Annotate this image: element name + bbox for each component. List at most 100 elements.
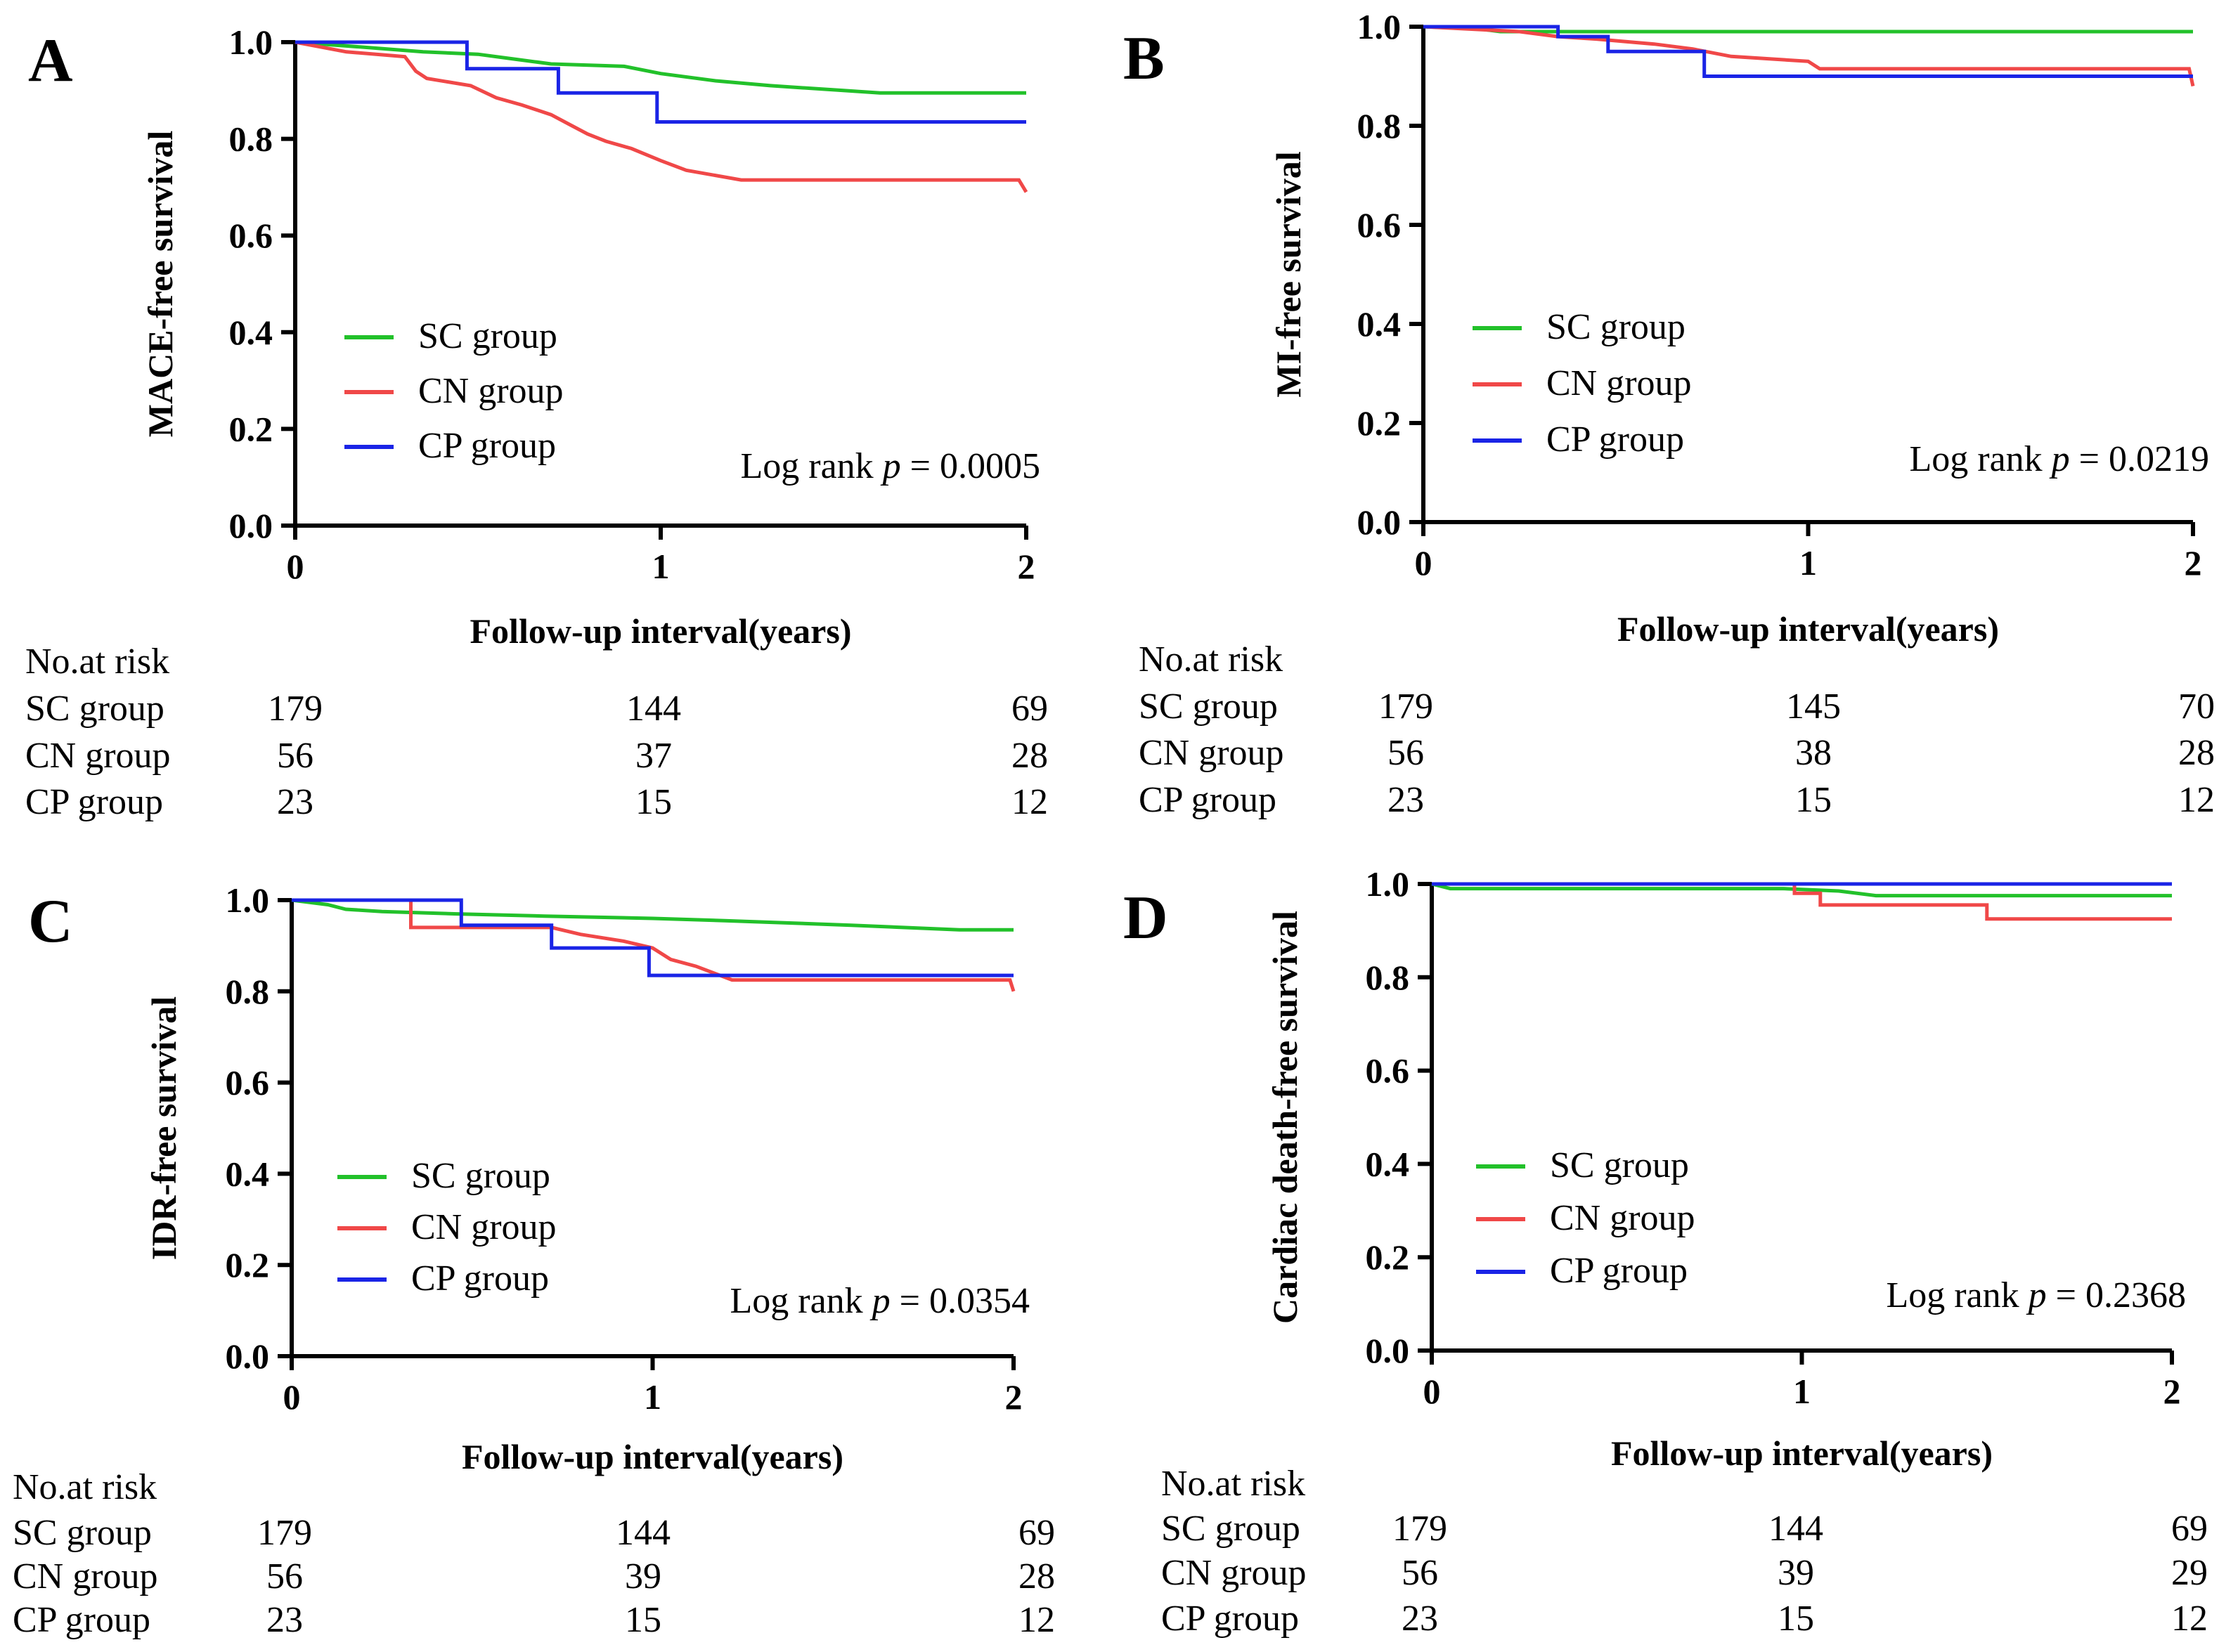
series-line-sc bbox=[291, 898, 1014, 932]
y-axis-label: IDR-free survival bbox=[144, 996, 183, 1260]
y-tick-label: 1.0 bbox=[229, 22, 273, 62]
y-tick-label: 0.4 bbox=[1357, 304, 1402, 344]
legend-label-cp: CP group bbox=[1550, 1251, 1688, 1291]
risk-row-value: 56 bbox=[277, 736, 313, 776]
logrank-prefix: Log rank bbox=[730, 1281, 872, 1321]
logrank-p: p bbox=[869, 1281, 891, 1321]
series-line-cn bbox=[1423, 25, 2195, 87]
y-tick-label: 0.8 bbox=[1366, 958, 1410, 997]
risk-row-group: CP group bbox=[13, 1600, 150, 1640]
risk-row-group: SC group bbox=[1161, 1509, 1300, 1549]
legend-label-cn: CN group bbox=[1550, 1198, 1695, 1238]
legend-label-sc: SC group bbox=[1546, 307, 1686, 347]
risk-row-value: 179 bbox=[1378, 687, 1433, 727]
series-line-cn bbox=[292, 898, 1016, 992]
x-axis-label: Follow-up interval(years) bbox=[1611, 1433, 1993, 1473]
risk-row-value: 179 bbox=[268, 689, 323, 729]
legend-label-sc: SC group bbox=[1550, 1145, 1689, 1185]
y-tick-label: 1.0 bbox=[226, 880, 270, 920]
legend-label-cn: CN group bbox=[418, 371, 564, 411]
risk-table-header: No.at risk bbox=[13, 1467, 157, 1507]
series-line-sc bbox=[1431, 882, 2172, 898]
risk-row-group: SC group bbox=[25, 689, 164, 729]
logrank-value: = 0.2368 bbox=[2047, 1275, 2186, 1315]
x-tick-label: 1 bbox=[652, 547, 670, 586]
x-tick-label: 2 bbox=[2163, 1372, 2181, 1411]
legend-label-cn: CN group bbox=[1546, 363, 1692, 403]
series-line-cp bbox=[1423, 25, 2193, 78]
logrank-p: p bbox=[880, 446, 901, 486]
y-tick-label: 0.6 bbox=[229, 216, 273, 255]
risk-row-value: 144 bbox=[626, 689, 681, 729]
y-tick-label: 0.2 bbox=[226, 1245, 270, 1284]
risk-table-header: No.at risk bbox=[25, 642, 169, 682]
y-tick-label: 1.0 bbox=[1357, 7, 1402, 46]
y-tick-label: 0.2 bbox=[1366, 1237, 1410, 1277]
panel-letter: C bbox=[28, 887, 73, 956]
y-tick-label: 0.0 bbox=[1366, 1331, 1410, 1370]
risk-row-value: 12 bbox=[2178, 780, 2215, 820]
logrank-value: = 0.0219 bbox=[2070, 439, 2209, 479]
risk-row-group: CN group bbox=[1161, 1553, 1307, 1593]
logrank-prefix: Log rank bbox=[1887, 1275, 2029, 1315]
risk-row-value: 12 bbox=[1018, 1600, 1055, 1640]
risk-row-value: 37 bbox=[635, 736, 672, 776]
risk-row-value: 179 bbox=[1392, 1509, 1447, 1549]
risk-row-value: 12 bbox=[2171, 1599, 2208, 1639]
risk-row-value: 69 bbox=[2171, 1509, 2208, 1549]
risk-row-value: 23 bbox=[1402, 1599, 1438, 1639]
risk-row-value: 23 bbox=[277, 782, 313, 822]
y-tick-label: 0.0 bbox=[1357, 502, 1402, 542]
y-tick-label: 0.8 bbox=[229, 119, 273, 159]
logrank-p: p bbox=[2049, 439, 2070, 479]
x-tick-label: 2 bbox=[1005, 1377, 1023, 1417]
risk-row-value: 15 bbox=[625, 1600, 661, 1640]
x-axis-label: Follow-up interval(years) bbox=[1617, 609, 1999, 649]
risk-row-value: 179 bbox=[257, 1513, 312, 1553]
panel-letter: D bbox=[1123, 884, 1168, 952]
y-tick-label: 0.2 bbox=[1357, 403, 1402, 443]
risk-row-value: 69 bbox=[1018, 1513, 1055, 1553]
x-tick-label: 0 bbox=[1423, 1372, 1441, 1411]
risk-table-header: No.at risk bbox=[1161, 1464, 1305, 1504]
y-tick-label: 0.8 bbox=[226, 972, 270, 1011]
y-tick-label: 0.0 bbox=[226, 1336, 270, 1376]
logrank-value: = 0.0354 bbox=[891, 1281, 1030, 1321]
series-line-cn bbox=[295, 40, 1028, 193]
y-tick-label: 0.4 bbox=[229, 313, 273, 352]
logrank-prefix: Log rank bbox=[1910, 439, 2052, 479]
x-tick-label: 2 bbox=[1018, 547, 1035, 586]
y-tick-label: 0.6 bbox=[1366, 1051, 1410, 1091]
y-axis-label: MACE-free survival bbox=[141, 131, 180, 438]
y-tick-label: 0.2 bbox=[229, 409, 273, 448]
series-line-sc bbox=[295, 40, 1026, 95]
logrank-p: p bbox=[2026, 1275, 2047, 1315]
risk-row-value: 38 bbox=[1795, 733, 1832, 773]
risk-row-value: 56 bbox=[1402, 1553, 1438, 1593]
risk-row-value: 23 bbox=[1387, 780, 1424, 820]
logrank-annotation: Log rank p = 0.2368 bbox=[1887, 1275, 2187, 1315]
risk-row-group: CN group bbox=[1139, 733, 1284, 773]
risk-table-header: No.at risk bbox=[1139, 639, 1283, 679]
legend-label-cp: CP group bbox=[411, 1258, 549, 1299]
x-axis-label: Follow-up interval(years) bbox=[462, 1437, 843, 1476]
risk-row-value: 39 bbox=[1778, 1553, 1814, 1593]
risk-row-value: 12 bbox=[1011, 782, 1048, 822]
risk-row-value: 29 bbox=[2171, 1553, 2208, 1593]
y-tick-label: 0.4 bbox=[1366, 1144, 1410, 1183]
risk-row-group: SC group bbox=[13, 1513, 152, 1553]
x-tick-label: 0 bbox=[1415, 543, 1432, 583]
logrank-annotation: Log rank p = 0.0005 bbox=[741, 446, 1041, 486]
x-axis-label: Follow-up interval(years) bbox=[470, 611, 852, 651]
panel-letter: B bbox=[1123, 25, 1165, 93]
y-axis-label: MI-free survival bbox=[1269, 151, 1308, 397]
logrank-prefix: Log rank bbox=[741, 446, 883, 486]
risk-row-value: 144 bbox=[616, 1513, 671, 1553]
risk-row-value: 15 bbox=[1778, 1599, 1814, 1639]
y-tick-label: 0.6 bbox=[1357, 205, 1402, 245]
risk-row-value: 28 bbox=[1018, 1556, 1055, 1596]
